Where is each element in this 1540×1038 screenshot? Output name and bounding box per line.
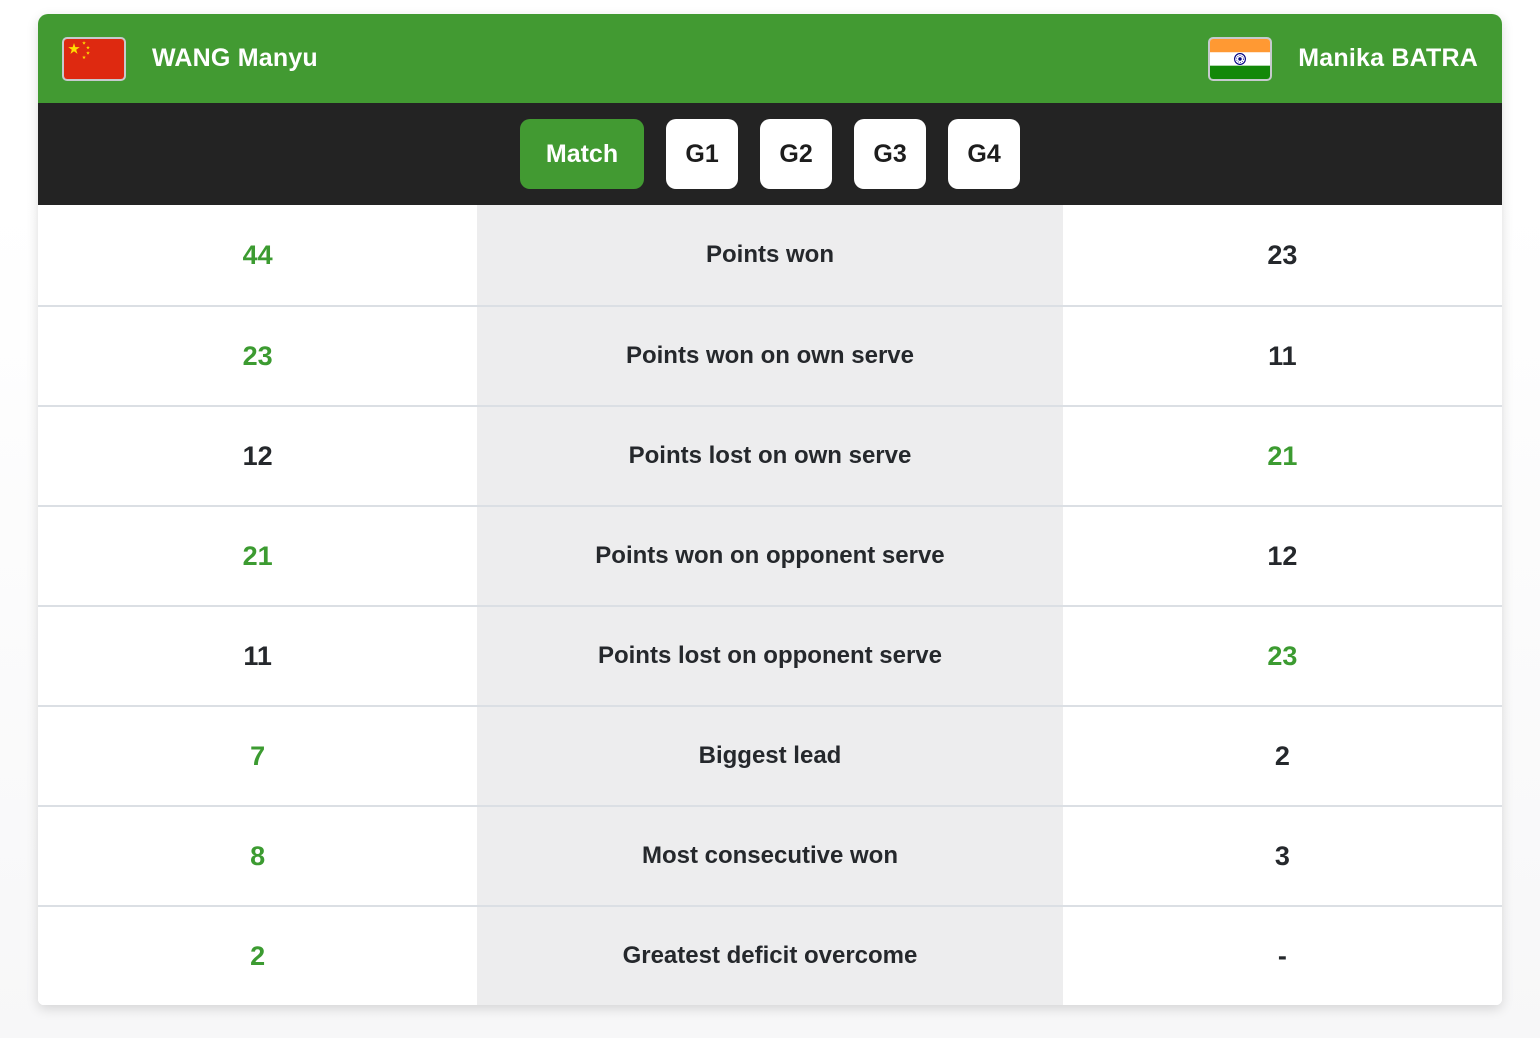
stat-label: Points won [477,205,1063,305]
stat-label: Greatest deficit overcome [477,907,1063,1005]
left-player-value: 12 [242,440,273,471]
stat-label: Most consecutive won [477,807,1063,905]
left-player: WANG Manyu [62,36,318,81]
right-player-value-cell: - [1062,907,1502,1005]
stat-row: 12 Points lost on own serve 21 [38,405,1502,505]
right-player-value-cell: 23 [1062,607,1502,705]
left-player-value-cell: 23 [38,307,478,405]
india-flag-icon [1208,36,1273,81]
right-player-value: 11 [1268,340,1297,371]
stat-label: Points lost on opponent serve [477,607,1063,705]
left-player-value-cell: 11 [38,607,478,705]
right-player-value: 23 [1267,239,1298,270]
left-player-value: 11 [243,640,272,671]
stat-row: 23 Points won on own serve 11 [38,305,1502,405]
china-flag-icon [62,36,126,81]
stat-label: Points lost on own serve [477,407,1063,505]
stat-label: Points won on own serve [477,307,1063,405]
left-player-name: WANG Manyu [152,44,318,72]
left-player-value-cell: 2 [38,907,478,1005]
match-stats-card: WANG Manyu Manika BATRA Match [38,14,1502,1005]
tab-g1[interactable]: G1 [666,119,739,189]
left-player-value: 21 [242,540,273,571]
stat-row: 44 Points won 23 [38,205,1502,305]
stat-row: 8 Most consecutive won 3 [38,805,1502,905]
left-player-value-cell: 44 [38,205,478,305]
right-player-value: 23 [1267,640,1298,671]
left-player-value: 8 [250,840,266,871]
right-player-name: Manika BATRA [1298,44,1478,72]
stat-row: 21 Points won on opponent serve 12 [38,505,1502,605]
left-player-value: 7 [250,740,266,771]
stat-label: Biggest lead [477,707,1063,805]
left-player-value-cell: 7 [38,707,478,805]
left-player-value: 44 [242,239,273,270]
right-player-value-cell: 2 [1062,707,1502,805]
tab-match[interactable]: Match [519,119,645,189]
tab-g4[interactable]: G4 [948,119,1021,189]
game-tab-bar: Match G1 G2 G3 G4 [38,103,1502,205]
left-player-value: 23 [242,340,273,371]
right-player-value: 3 [1274,840,1290,871]
left-player-value-cell: 12 [38,407,478,505]
stat-row: 7 Biggest lead 2 [38,705,1502,805]
left-player-value: 2 [250,940,266,971]
left-player-value-cell: 21 [38,507,478,605]
tab-g2[interactable]: G2 [760,119,833,189]
scoreboard-header: WANG Manyu Manika BATRA [38,14,1502,103]
stats-table: 44 Points won 23 23 Points won on own se… [38,205,1502,1005]
right-player-value-cell: 11 [1062,307,1502,405]
right-player-value-cell: 21 [1062,407,1502,505]
right-player-value-cell: 12 [1062,507,1502,605]
stat-label: Points won on opponent serve [477,507,1063,605]
right-player: Manika BATRA [1208,36,1478,81]
right-player-value: 12 [1267,540,1298,571]
right-player-value: 21 [1267,440,1298,471]
right-player-value-cell: 3 [1062,807,1502,905]
right-player-value: - [1277,940,1287,971]
stat-row: 11 Points lost on opponent serve 23 [38,605,1502,705]
right-player-value: 2 [1274,740,1290,771]
left-player-value-cell: 8 [38,807,478,905]
tab-g3[interactable]: G3 [854,119,927,189]
right-player-value-cell: 23 [1062,205,1502,305]
stat-row: 2 Greatest deficit overcome - [38,905,1502,1005]
